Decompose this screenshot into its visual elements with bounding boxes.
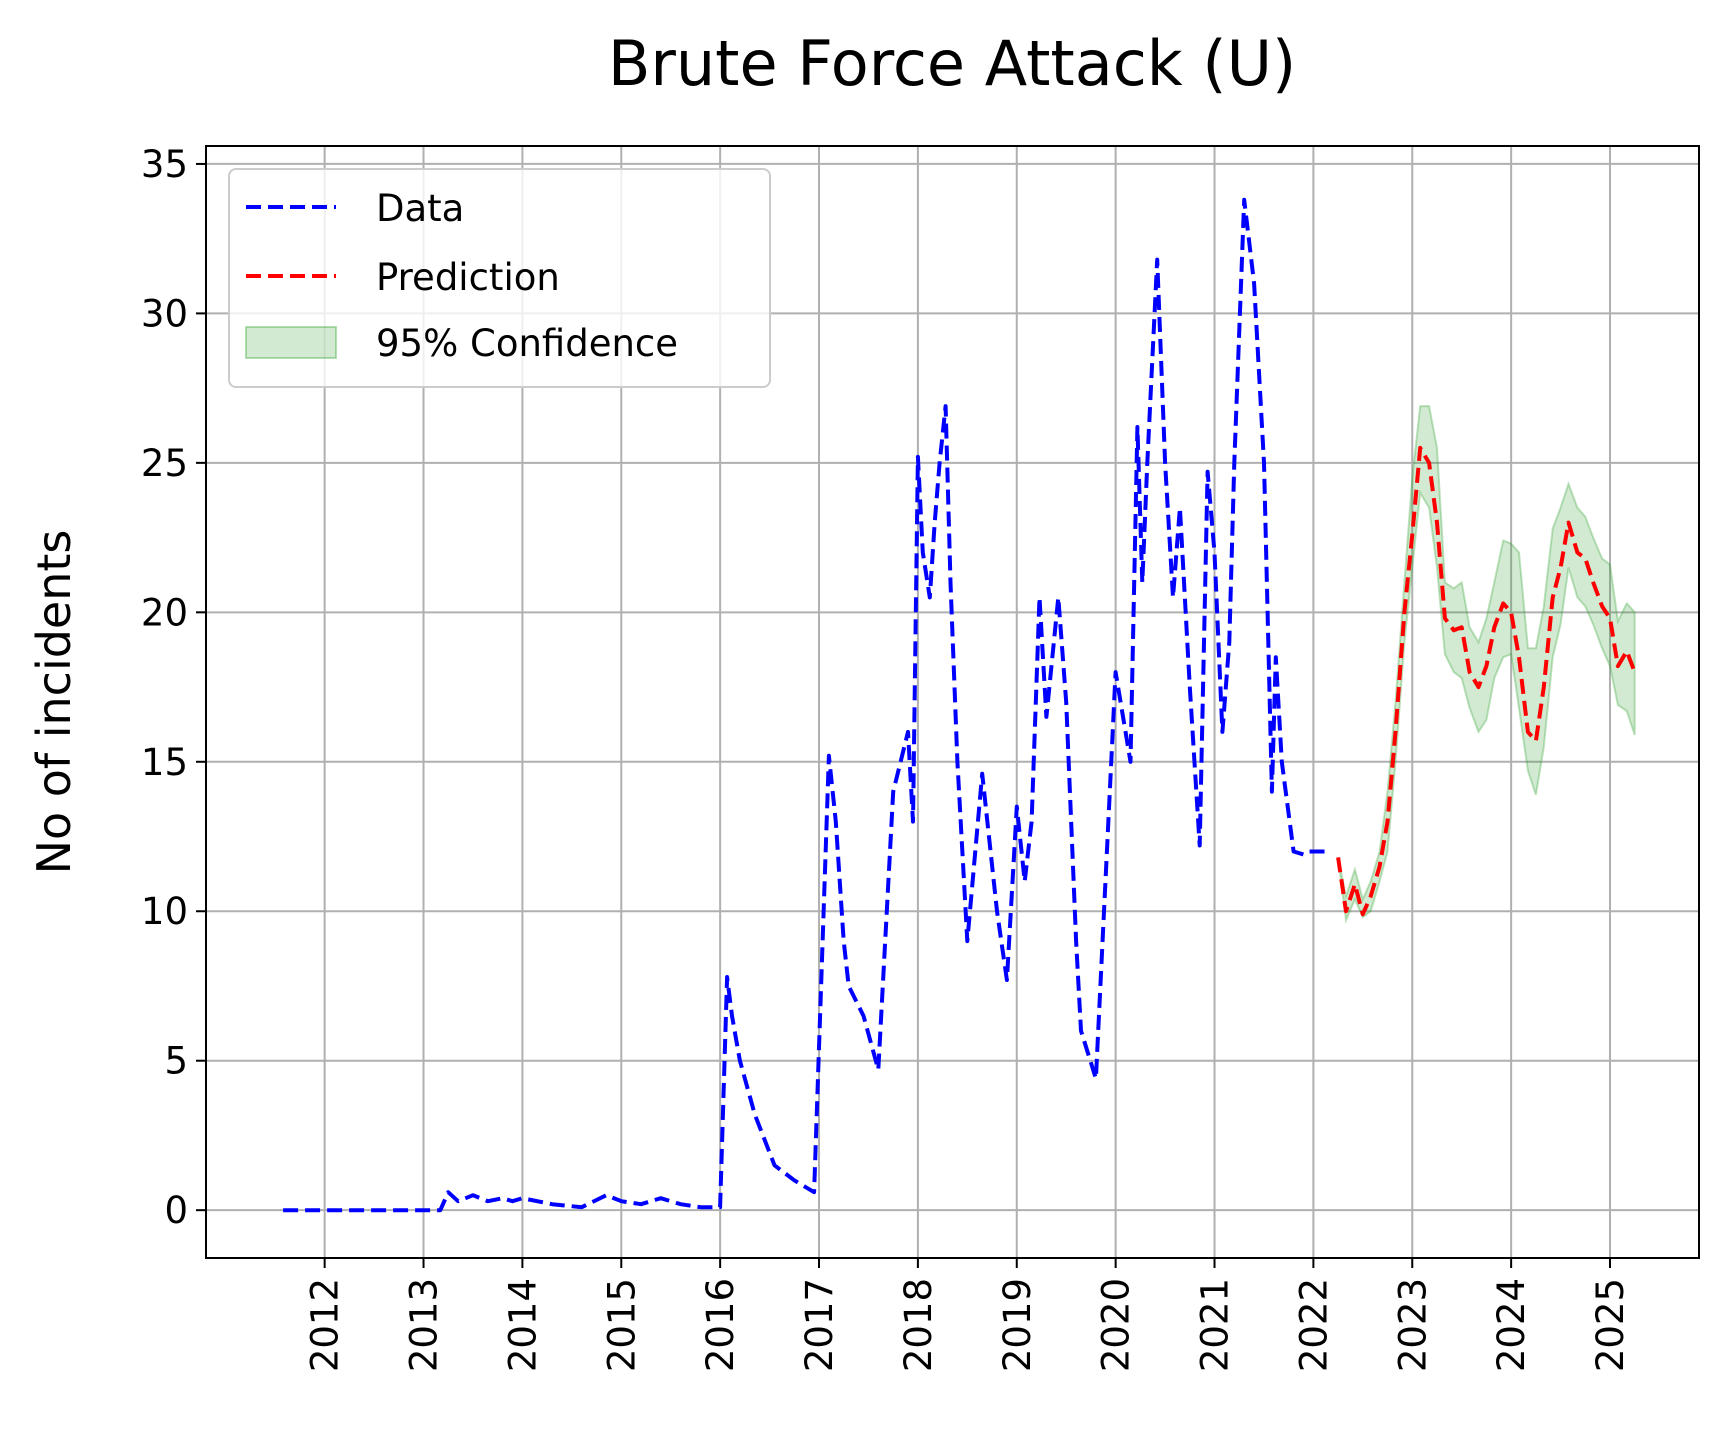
x-tick-label: 2017 xyxy=(798,1278,841,1372)
x-tick-label: 2015 xyxy=(600,1278,643,1372)
series-layer xyxy=(283,197,1637,1213)
legend: Data Prediction 95% Confidence xyxy=(228,168,771,388)
y-tick-label: 0 xyxy=(164,1189,188,1232)
y-tick-label: 25 xyxy=(141,442,188,485)
x-tick-label: 2013 xyxy=(403,1278,446,1372)
x-tick-label: 2018 xyxy=(897,1278,940,1372)
x-tick-label: 2023 xyxy=(1391,1278,1434,1372)
chart-title: Brute Force Attack (U) xyxy=(608,27,1296,100)
y-tick-label: 10 xyxy=(141,890,188,933)
plot-frame xyxy=(205,145,1700,1259)
axis-ticks: 2012 2013 2014 2015 2016 2017 2018 2019 2020 2021… xyxy=(141,143,1632,1372)
x-tick-label: 2025 xyxy=(1589,1278,1632,1372)
x-tick-label: 2024 xyxy=(1490,1278,1533,1372)
x-tick-label: 2022 xyxy=(1292,1278,1335,1372)
y-axis-label: No of incidents xyxy=(27,530,81,875)
x-tick-label: 2014 xyxy=(501,1278,544,1372)
series-data-line xyxy=(283,197,1326,1213)
x-tick-label: 2019 xyxy=(996,1278,1039,1372)
y-tick-label: 20 xyxy=(141,591,188,634)
series-prediction-line xyxy=(1336,445,1637,917)
y-tick-label: 15 xyxy=(141,741,188,784)
x-tick-label: 2016 xyxy=(699,1278,742,1372)
legend-label-prediction: Prediction xyxy=(376,256,560,299)
y-tick-label: 5 xyxy=(164,1040,188,1083)
legend-confidence-swatch xyxy=(245,326,337,359)
y-tick-label: 30 xyxy=(141,292,188,335)
x-tick-label: 2021 xyxy=(1194,1278,1237,1372)
legend-label-confidence: 95% Confidence xyxy=(376,322,678,365)
x-tick-label: 2020 xyxy=(1095,1278,1138,1372)
legend-label-data: Data xyxy=(376,187,464,230)
x-tick-label: 2012 xyxy=(304,1278,347,1372)
y-tick-label: 35 xyxy=(141,143,188,186)
legend-box xyxy=(228,168,771,388)
